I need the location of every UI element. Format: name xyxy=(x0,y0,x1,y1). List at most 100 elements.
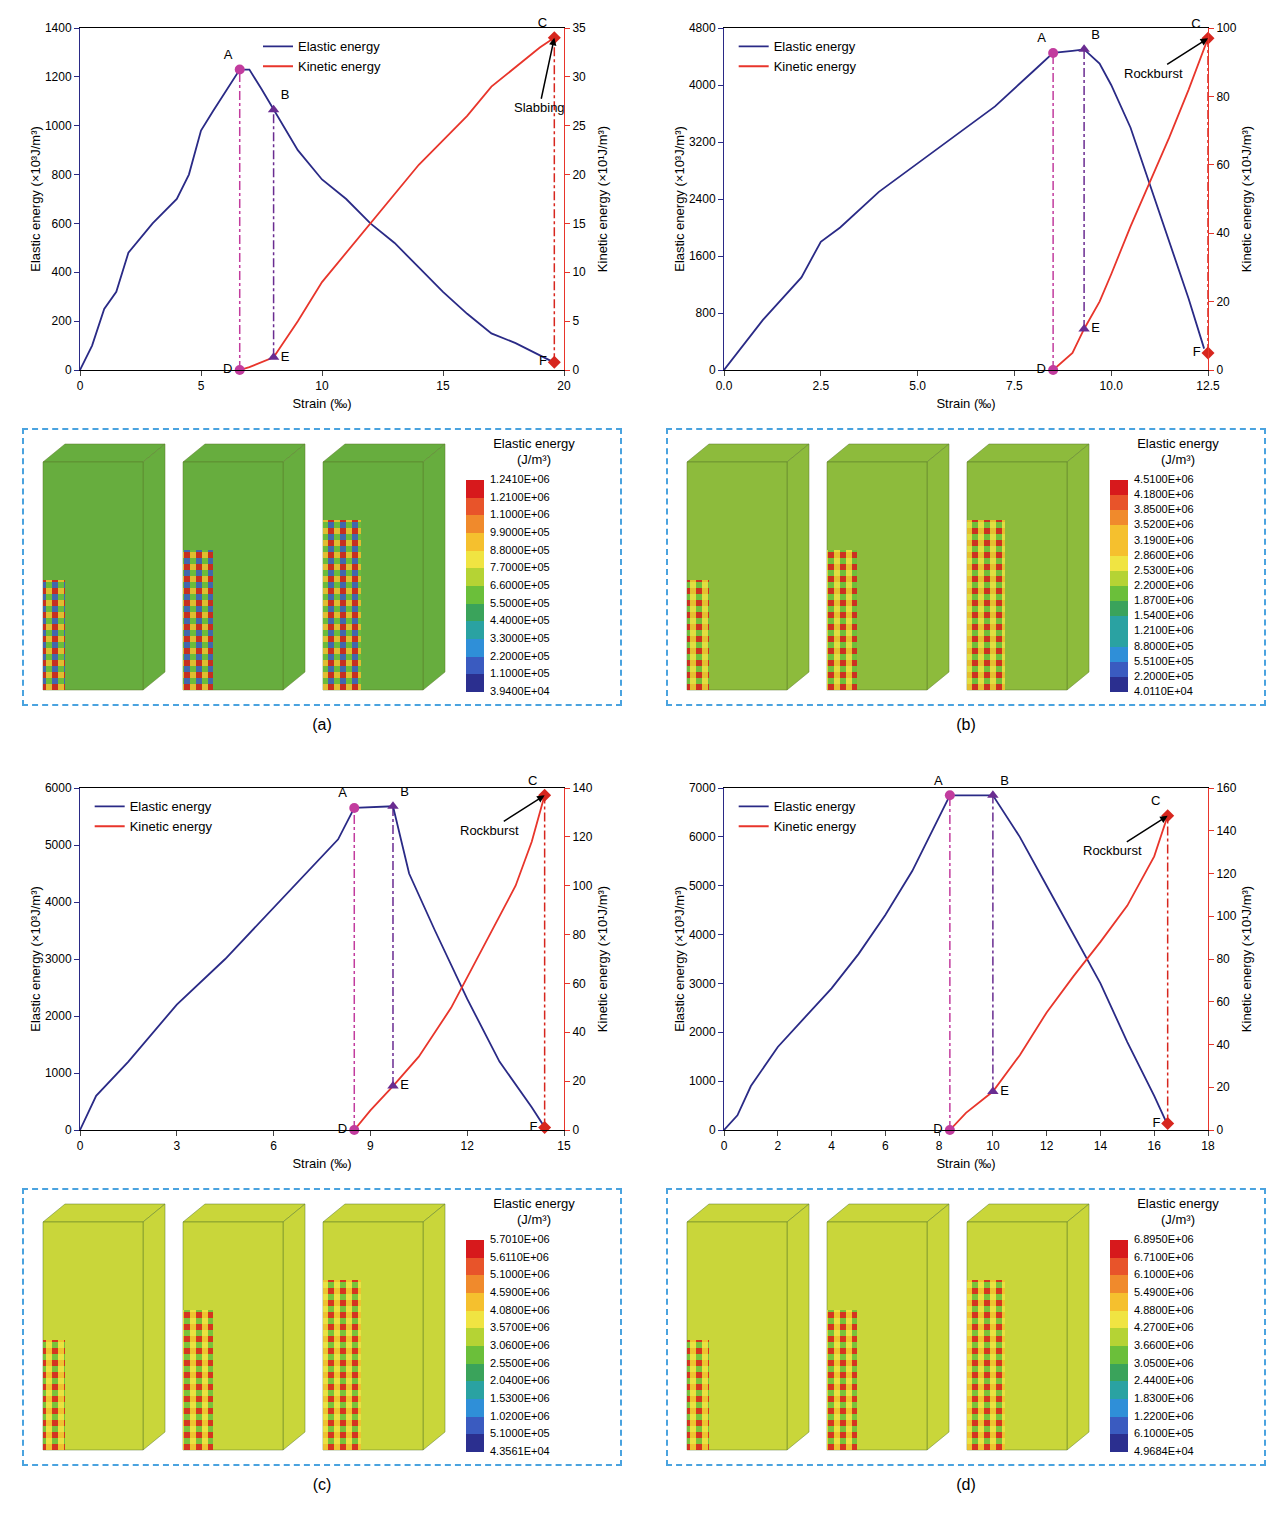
svg-text:4: 4 xyxy=(828,1139,835,1153)
svg-text:0: 0 xyxy=(572,1123,579,1137)
svg-text:120: 120 xyxy=(1216,867,1236,881)
svg-text:5: 5 xyxy=(198,379,205,393)
svg-text:5000: 5000 xyxy=(45,838,72,852)
svg-text:3000: 3000 xyxy=(45,952,72,966)
svg-text:C: C xyxy=(538,15,547,30)
svg-text:F: F xyxy=(1193,344,1201,359)
svg-text:7.5: 7.5 xyxy=(1006,379,1023,393)
svg-text:C: C xyxy=(1151,793,1160,808)
svg-text:5.0: 5.0 xyxy=(909,379,926,393)
svg-text:5000: 5000 xyxy=(689,879,716,893)
svg-text:E: E xyxy=(1091,320,1100,335)
svg-text:Elastic energy: Elastic energy xyxy=(774,39,856,54)
svg-text:Kinetic energy (×10¹J/m³): Kinetic energy (×10¹J/m³) xyxy=(595,886,610,1032)
svg-text:0: 0 xyxy=(709,363,716,377)
svg-text:14: 14 xyxy=(1094,1139,1108,1153)
svg-text:20: 20 xyxy=(572,168,586,182)
svg-text:E: E xyxy=(400,1077,409,1092)
svg-text:B: B xyxy=(400,784,409,799)
svg-text:100: 100 xyxy=(1216,909,1236,923)
svg-text:Elastic energy (×10³J/m³): Elastic energy (×10³J/m³) xyxy=(672,126,687,272)
svg-text:800: 800 xyxy=(696,306,716,320)
svg-text:2000: 2000 xyxy=(45,1009,72,1023)
svg-text:C: C xyxy=(1191,16,1200,31)
svg-text:12: 12 xyxy=(461,1139,475,1153)
svg-text:B: B xyxy=(1091,27,1100,42)
svg-text:15: 15 xyxy=(436,379,450,393)
svg-text:D: D xyxy=(223,361,232,376)
svg-text:1000: 1000 xyxy=(45,119,72,133)
svg-text:Strain (‰): Strain (‰) xyxy=(292,396,351,411)
svg-text:2400: 2400 xyxy=(689,192,716,206)
svg-text:120: 120 xyxy=(572,830,592,844)
svg-text:Kinetic energy: Kinetic energy xyxy=(298,59,381,74)
svg-text:D: D xyxy=(933,1121,942,1136)
svg-text:1000: 1000 xyxy=(45,1066,72,1080)
svg-text:100: 100 xyxy=(572,879,592,893)
svg-text:140: 140 xyxy=(1216,824,1236,838)
svg-text:10: 10 xyxy=(315,379,329,393)
svg-text:D: D xyxy=(338,1121,347,1136)
svg-text:0: 0 xyxy=(709,1123,716,1137)
svg-text:4000: 4000 xyxy=(689,78,716,92)
svg-text:80: 80 xyxy=(572,928,586,942)
svg-text:Rockburst: Rockburst xyxy=(1083,843,1142,858)
svg-text:0: 0 xyxy=(65,363,72,377)
svg-text:7000: 7000 xyxy=(689,781,716,795)
svg-text:25: 25 xyxy=(572,119,586,133)
svg-text:Kinetic energy: Kinetic energy xyxy=(774,819,857,834)
svg-text:8: 8 xyxy=(936,1139,943,1153)
svg-text:Kinetic energy: Kinetic energy xyxy=(130,819,213,834)
svg-text:1200: 1200 xyxy=(45,70,72,84)
svg-text:0: 0 xyxy=(1216,1123,1223,1137)
svg-text:2000: 2000 xyxy=(689,1025,716,1039)
svg-text:6: 6 xyxy=(270,1139,277,1153)
svg-text:15: 15 xyxy=(557,1139,571,1153)
svg-text:Elastic energy (×10³J/m³): Elastic energy (×10³J/m³) xyxy=(28,126,43,272)
svg-text:0: 0 xyxy=(572,363,579,377)
svg-text:A: A xyxy=(1037,30,1046,45)
svg-text:10: 10 xyxy=(986,1139,1000,1153)
svg-text:200: 200 xyxy=(52,314,72,328)
svg-text:B: B xyxy=(1000,773,1009,788)
svg-text:5: 5 xyxy=(572,314,579,328)
svg-text:Elastic energy: Elastic energy xyxy=(774,799,856,814)
svg-text:12: 12 xyxy=(1040,1139,1054,1153)
svg-text:60: 60 xyxy=(1216,995,1230,1009)
svg-text:Kinetic energy (×10¹J/m³): Kinetic energy (×10¹J/m³) xyxy=(1239,886,1254,1032)
svg-text:400: 400 xyxy=(52,265,72,279)
svg-text:1000: 1000 xyxy=(689,1074,716,1088)
svg-text:1600: 1600 xyxy=(689,249,716,263)
svg-text:30: 30 xyxy=(572,70,586,84)
svg-text:Slabbing: Slabbing xyxy=(514,100,565,115)
svg-text:2: 2 xyxy=(774,1139,781,1153)
svg-text:Elastic energy (×10³J/m³): Elastic energy (×10³J/m³) xyxy=(672,886,687,1032)
svg-text:A: A xyxy=(934,773,943,788)
svg-text:20: 20 xyxy=(1216,295,1230,309)
svg-text:A: A xyxy=(338,785,347,800)
svg-text:40: 40 xyxy=(1216,1038,1230,1052)
svg-text:20: 20 xyxy=(557,379,571,393)
svg-text:40: 40 xyxy=(572,1025,586,1039)
svg-text:4000: 4000 xyxy=(689,928,716,942)
svg-text:140: 140 xyxy=(572,781,592,795)
svg-text:0: 0 xyxy=(65,1123,72,1137)
svg-text:20: 20 xyxy=(1216,1080,1230,1094)
svg-text:0: 0 xyxy=(1216,363,1223,377)
svg-text:Elastic energy: Elastic energy xyxy=(130,799,212,814)
svg-text:3000: 3000 xyxy=(689,977,716,991)
svg-text:10: 10 xyxy=(572,265,586,279)
svg-text:Elastic energy (×10³J/m³): Elastic energy (×10³J/m³) xyxy=(28,886,43,1032)
svg-text:15: 15 xyxy=(572,217,586,231)
svg-text:Rockburst: Rockburst xyxy=(1124,66,1183,81)
svg-text:18: 18 xyxy=(1201,1139,1215,1153)
svg-text:800: 800 xyxy=(52,168,72,182)
svg-text:3200: 3200 xyxy=(689,135,716,149)
svg-text:35: 35 xyxy=(572,21,586,35)
svg-text:4000: 4000 xyxy=(45,895,72,909)
svg-text:100: 100 xyxy=(1216,21,1236,35)
svg-text:80: 80 xyxy=(1216,952,1230,966)
svg-text:6: 6 xyxy=(882,1139,889,1153)
svg-text:12.5: 12.5 xyxy=(1196,379,1220,393)
svg-text:Strain (‰): Strain (‰) xyxy=(936,396,995,411)
